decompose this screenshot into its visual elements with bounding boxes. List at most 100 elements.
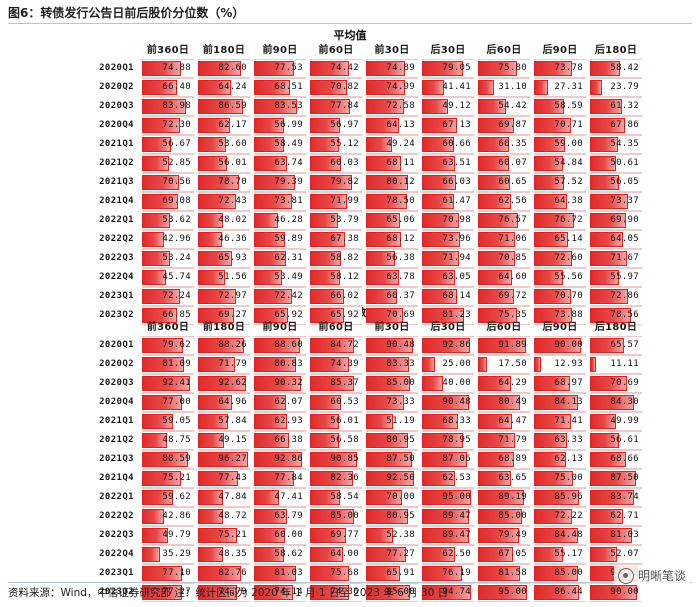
data-label: 78.95 [442,435,471,445]
data-label: 73.96 [442,234,471,244]
data-bar [478,175,510,190]
row-label: 2022Q2 [99,511,134,521]
data-label: 67.38 [330,234,359,244]
data-bar [198,528,238,543]
data-bar [366,585,411,600]
table-cell: 74.42 [310,59,362,78]
table-cell: 47.41 [254,488,306,507]
data-label: 62.71 [610,511,639,521]
data-label: 23.79 [610,82,639,92]
data-label: 76.19 [442,568,471,578]
data-label: 62.17 [218,120,247,130]
row-label: 2020Q2 [99,359,134,369]
data-label: 62.31 [274,253,303,263]
row-label: 2021Q2 [99,158,134,168]
data-label: 48.75 [162,435,191,445]
data-label: 90.00 [610,587,639,597]
data-bar [254,471,295,486]
data-bar [366,566,401,581]
data-bar [198,566,242,581]
table-cell: 56.01 [310,412,362,431]
data-label: 54.35 [610,139,639,149]
data-bar [422,433,464,448]
data-label: 48.35 [218,549,247,559]
data-bar [422,308,465,323]
data-bar [590,80,603,95]
data-label: 95.00 [442,492,471,502]
table-cell: 70.69 [366,306,418,325]
data-label: 65.92 [330,310,359,320]
data-bar [534,156,563,171]
data-label: 80.12 [386,177,415,187]
data-bar [198,547,224,562]
data-bar [366,395,405,410]
table-cell: 65.57 [590,336,642,355]
table-cell: 81.23 [422,306,474,325]
data-bar [478,414,512,429]
data-bar [142,80,177,95]
column-header: 后30日 [430,45,466,56]
table-cell: 70.00 [366,488,418,507]
table-cell: 80.49 [478,393,530,412]
data-label: 60.07 [498,158,527,168]
data-label: 56.58 [330,435,359,445]
table-cell: 79.62 [142,336,194,355]
data-bar [590,395,634,410]
data-bar [310,357,349,372]
data-label: 64.24 [218,82,247,92]
table-cell: 48.35 [198,545,250,564]
data-label: 77.27 [162,587,191,597]
data-label: 63.79 [274,511,303,521]
data-bar [590,490,634,505]
data-bar [590,213,627,228]
data-label: 53.60 [218,139,247,149]
table-cell: 72.86 [590,287,642,306]
data-bar [534,175,564,190]
data-label: 52.38 [386,530,415,540]
data-bar [534,452,567,467]
data-bar [254,566,297,581]
column-header: 前60日 [318,322,354,333]
data-label: 57.52 [554,177,583,187]
data-bar [198,251,233,266]
data-label: 64.29 [498,378,527,388]
data-bar [142,99,186,114]
column-header: 后90日 [542,45,578,56]
data-bar [422,213,459,228]
data-bar [534,251,572,266]
row-label-column: 2020Q1 2020Q2 2020Q3 2020Q4 2021Q1 2021Q2 2021… [82,59,142,325]
data-label: 75.68 [330,568,359,578]
data-label: 62.93 [274,416,303,426]
data-label: 85.37 [330,378,359,388]
value-column: 73.78 27.31 58.59 70.71 59.00 54.84 57.52 64.38… [534,59,586,325]
table-cell: 84.48 [534,526,586,545]
data-label: 69.90 [610,215,639,225]
data-label: 77.84 [274,473,303,483]
data-label: 42.96 [162,234,191,244]
data-bar [478,471,512,486]
data-bar [478,213,518,228]
data-label: 56.01 [218,158,247,168]
data-bar [310,338,355,353]
data-label: 78.70 [218,177,247,187]
table-cell: 84.72 [310,336,362,355]
table-cell: 53.49 [254,268,306,287]
data-label: 67.13 [442,120,471,130]
table-cell: 49.12 [422,97,474,116]
data-bar [310,585,349,600]
table-cell: 81.09 [142,355,194,374]
table-cell: 73.37 [590,192,642,211]
data-label: 12.93 [554,359,583,369]
data-bar [142,547,161,562]
data-bar [310,566,350,581]
data-label: 49.79 [162,530,191,540]
table-cell: 51.19 [366,412,418,431]
row-label: 2021Q4 [99,473,134,483]
data-label: 62.56 [498,196,527,206]
data-label: 60.53 [330,397,359,407]
data-bar [142,452,189,467]
table-cell: 74.89 [366,59,418,78]
data-label: 87.06 [442,454,471,464]
table-cell: 82.76 [198,564,250,583]
data-label: 88.60 [274,340,303,350]
